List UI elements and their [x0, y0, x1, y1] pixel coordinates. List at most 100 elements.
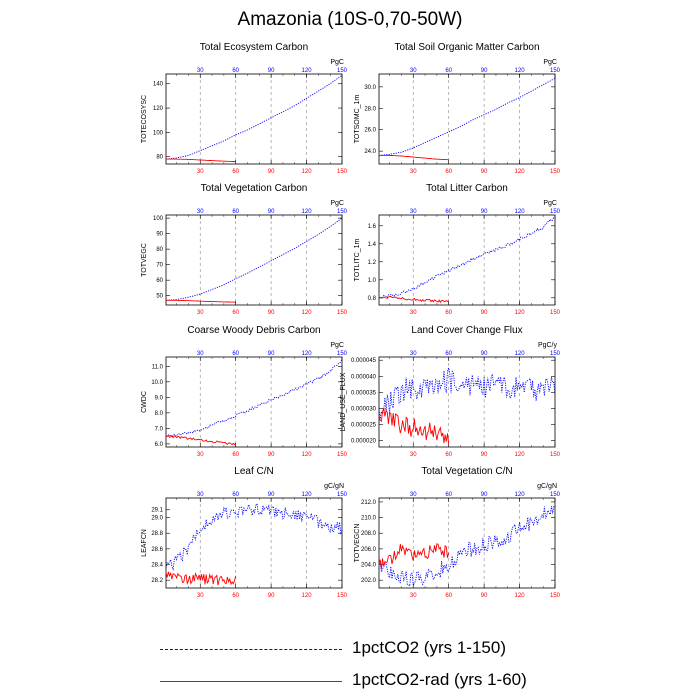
plot-frame	[165, 356, 343, 448]
series-line-1pctco2	[378, 77, 556, 156]
legend-item-1pctco2-rad: 1pctCO2-rad (yrs 1-60)	[160, 670, 640, 694]
x-tick-label-bottom: 90	[481, 169, 488, 175]
x-tick-label-top: 30	[410, 209, 417, 215]
panel-units-label: gC/gN	[324, 483, 344, 490]
y-axis-label: TOTECOSYSC	[141, 95, 148, 143]
legend-label: 1pctCO2-rad (yrs 1-60)	[352, 670, 527, 689]
x-tick-label-bottom: 150	[550, 452, 561, 458]
x-tick-label-top: 60	[445, 492, 452, 498]
x-tick-label-bottom: 30	[410, 310, 417, 316]
y-tick-label: 120	[153, 106, 164, 112]
panel-units-label: PgC	[330, 59, 344, 66]
x-tick-label-top: 150	[337, 351, 348, 357]
x-tick-label-bottom: 120	[515, 310, 526, 316]
x-tick-label-bottom: 90	[268, 310, 275, 316]
y-tick-label: 28.4	[151, 563, 163, 569]
x-tick-label-bottom: 60	[232, 169, 239, 175]
x-tick-label-bottom: 150	[550, 310, 561, 316]
y-tick-label: 204.0	[361, 563, 377, 569]
series-line-1pctco2	[165, 502, 343, 572]
y-axis-label: TOTLITC_1m	[354, 239, 361, 282]
y-tick-label: 202.0	[361, 578, 377, 584]
y-tick-label: 28.0	[364, 106, 376, 112]
x-tick-label-bottom: 60	[445, 169, 452, 175]
x-tick-label-bottom: 30	[197, 452, 204, 458]
y-tick-label: 80	[156, 247, 163, 253]
y-tick-label: 29.0	[151, 516, 163, 522]
x-tick-label-bottom: 90	[268, 593, 275, 599]
x-tick-label-top: 90	[268, 492, 275, 498]
x-tick-label-bottom: 150	[550, 169, 561, 175]
x-tick-label-top: 120	[302, 492, 313, 498]
y-axis-label: TOTVEGC	[141, 243, 148, 277]
y-tick-label: 1.6	[368, 224, 377, 230]
y-tick-label: 29.1	[151, 508, 163, 514]
legend-swatch-red-solid	[160, 681, 342, 682]
x-tick-label-top: 150	[550, 209, 561, 215]
y-tick-label: 208.0	[361, 531, 377, 537]
series-line-1pctco2-rad	[166, 434, 237, 446]
series-line-1pctco2-rad	[165, 571, 237, 586]
series-line-1pctco2	[378, 505, 556, 588]
y-axis-label: TOTSOMC_1m	[354, 95, 361, 144]
x-tick-label-top: 90	[268, 68, 275, 74]
x-tick-label-bottom: 150	[337, 310, 348, 316]
legend-label: 1pctCO2 (yrs 1-150)	[352, 638, 506, 657]
x-tick-label-bottom: 30	[410, 452, 417, 458]
x-tick-label-top: 60	[232, 68, 239, 74]
x-tick-label-bottom: 120	[302, 593, 313, 599]
y-tick-label: 0.000040	[351, 374, 377, 380]
x-tick-label-bottom: 120	[302, 452, 313, 458]
x-tick-label-top: 60	[232, 351, 239, 357]
x-tick-label-top: 30	[197, 492, 204, 498]
panel-units-label: PgC	[330, 200, 344, 207]
y-tick-label: 50	[156, 294, 163, 300]
y-tick-label: 8.0	[155, 411, 164, 417]
plot-frame	[165, 73, 343, 165]
y-tick-label: 210.0	[361, 516, 377, 522]
plot-frame	[165, 214, 343, 306]
x-tick-label-bottom: 150	[337, 169, 348, 175]
x-tick-label-bottom: 120	[515, 452, 526, 458]
x-tick-label-bottom: 90	[268, 169, 275, 175]
series-line-1pctco2	[166, 217, 343, 301]
series-line-1pctco2-rad	[378, 407, 450, 444]
panel-title: Total Vegetation Carbon	[201, 183, 308, 194]
legend-item-1pctco2: 1pctCO2 (yrs 1-150)	[160, 638, 640, 662]
series-line-1pctco2-rad	[378, 543, 450, 570]
x-tick-label-bottom: 60	[232, 593, 239, 599]
legend: 1pctCO2 (yrs 1-150) 1pctCO2-rad (yrs 1-6…	[160, 630, 640, 700]
x-tick-label-top: 60	[232, 209, 239, 215]
x-tick-label-top: 150	[337, 492, 348, 498]
y-tick-label: 80	[156, 155, 163, 161]
series-line-1pctco2	[165, 358, 343, 438]
panel-title: Total Vegetation C/N	[421, 466, 512, 477]
plot-frame	[378, 73, 556, 165]
x-tick-label-bottom: 120	[515, 169, 526, 175]
panel-title: Total Soil Organic Matter Carbon	[394, 42, 539, 53]
x-tick-label-top: 30	[410, 351, 417, 357]
x-tick-label-top: 150	[550, 68, 561, 74]
x-tick-label-bottom: 60	[445, 452, 452, 458]
series-line-1pctco2-rad	[166, 299, 236, 303]
y-tick-label: 7.0	[155, 426, 164, 432]
y-tick-label: 100	[153, 216, 164, 222]
x-tick-label-top: 120	[515, 68, 526, 74]
y-tick-label: 11.0	[152, 364, 164, 370]
y-axis-label: LAND_USE_FLUX	[340, 372, 347, 431]
x-tick-label-bottom: 60	[232, 310, 239, 316]
y-tick-label: 0.000045	[351, 358, 377, 364]
x-tick-label-top: 150	[337, 68, 348, 74]
y-tick-label: 60	[156, 278, 163, 284]
x-tick-label-top: 120	[302, 209, 313, 215]
plot-frame	[165, 497, 343, 589]
y-tick-label: 0.8	[368, 296, 377, 302]
plot-frame	[378, 497, 556, 589]
x-tick-label-top: 120	[302, 351, 313, 357]
x-tick-label-bottom: 120	[302, 169, 313, 175]
panel-title: Total Litter Carbon	[426, 183, 508, 194]
x-tick-label-bottom: 60	[445, 593, 452, 599]
series-line-1pctco2	[165, 74, 343, 160]
x-tick-label-bottom: 90	[268, 452, 275, 458]
x-tick-label-top: 120	[515, 209, 526, 215]
